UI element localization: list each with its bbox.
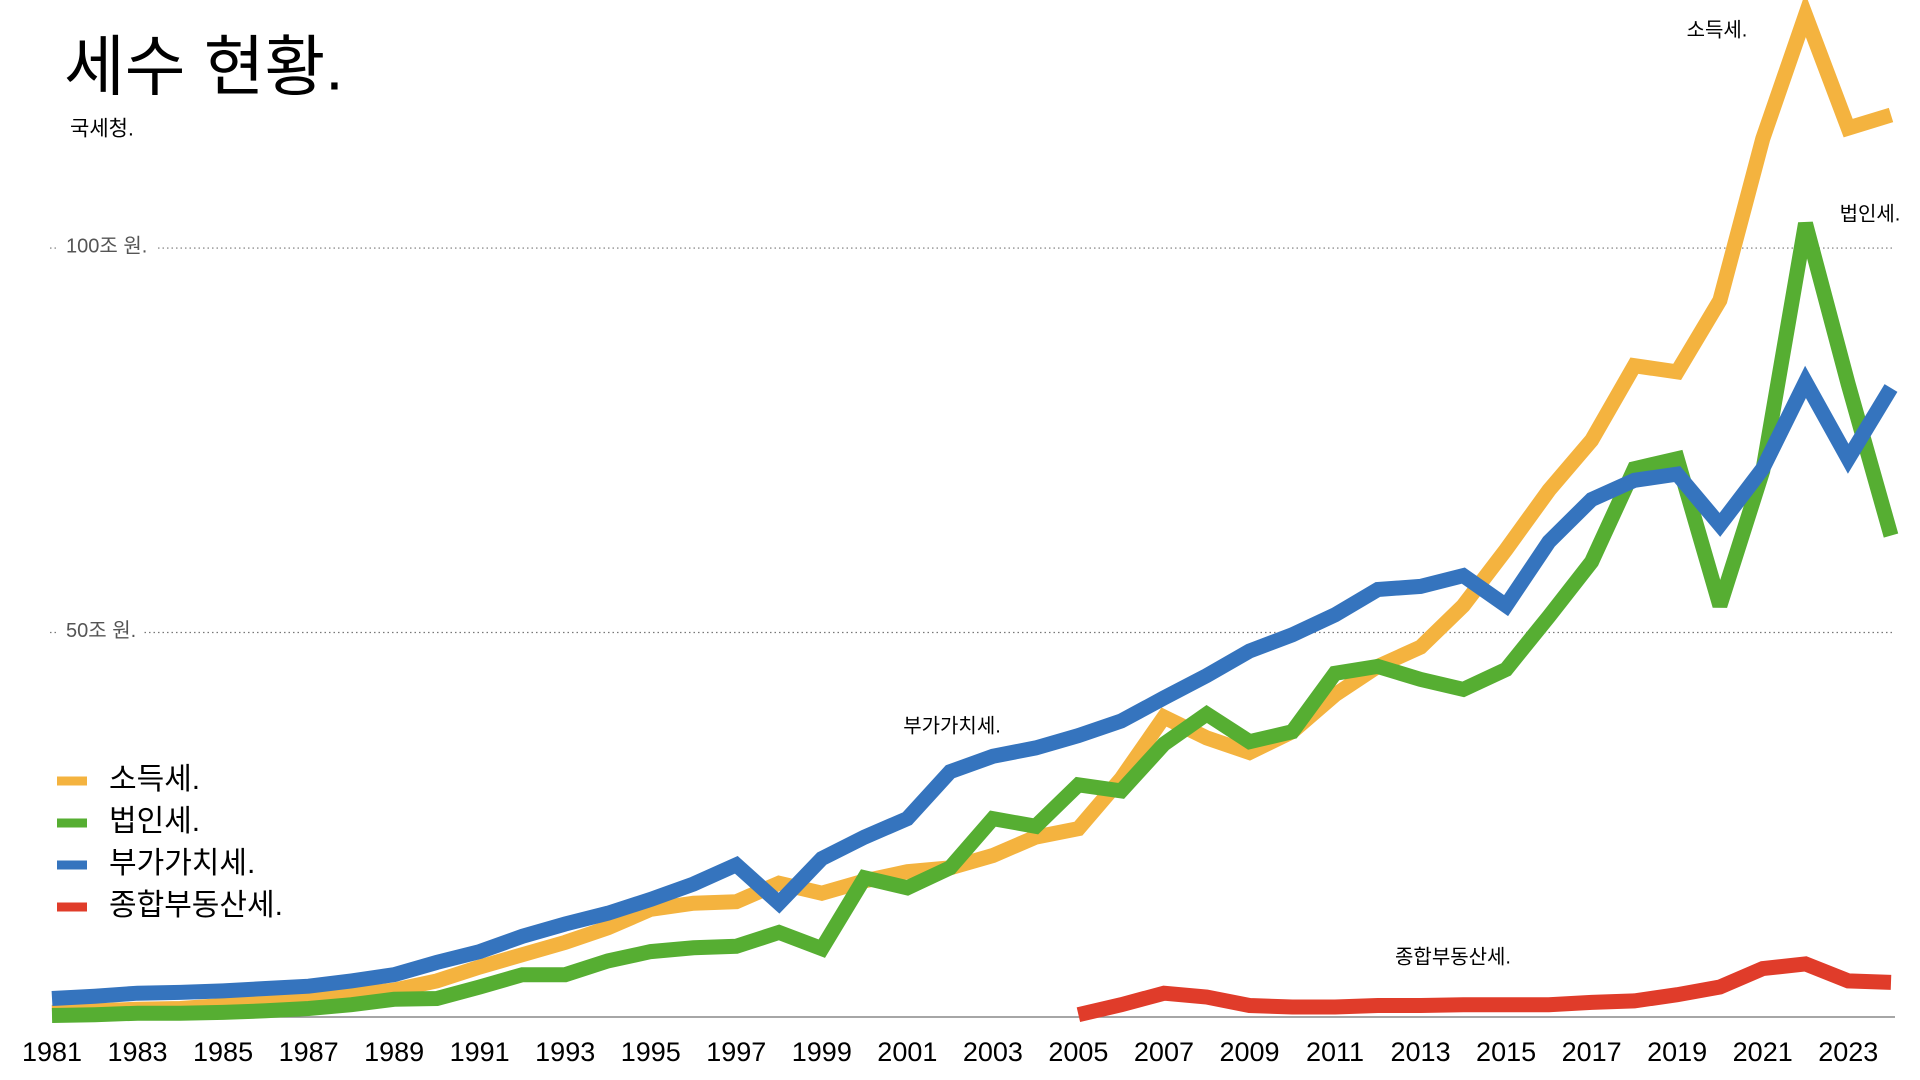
- annotation: 부가가치세.: [903, 714, 1001, 737]
- x-tick-label: 1997: [706, 1037, 766, 1067]
- y-tick-label: 100조 원.: [66, 234, 147, 257]
- chart-title: 세수 현황.: [64, 29, 344, 103]
- annotation: 종합부동산세.: [1395, 945, 1511, 968]
- y-tick-label-bg: [58, 234, 156, 258]
- legend-label: 소득세.: [109, 763, 200, 796]
- x-tick-label: 1983: [107, 1037, 167, 1067]
- x-tick-label: 2017: [1562, 1037, 1622, 1067]
- x-tick-label: 2015: [1476, 1037, 1536, 1067]
- series-line: [51, 221, 1899, 1023]
- x-tick-label: 2021: [1733, 1037, 1793, 1067]
- legend-label: 종합부동산세.: [109, 889, 283, 922]
- annotation: 소득세.: [1687, 18, 1748, 41]
- annotation: 법인세.: [1840, 202, 1901, 225]
- series-line: [51, 0, 1894, 1020]
- x-tick-label: 2013: [1391, 1037, 1451, 1067]
- x-tick-label: 1989: [364, 1037, 424, 1067]
- x-tick-label: 1985: [193, 1037, 253, 1067]
- x-tick-label: 2001: [877, 1037, 937, 1067]
- legend-label: 부가가치세.: [109, 847, 255, 880]
- x-tick-label: 2009: [1219, 1037, 1279, 1067]
- x-tick-label: 2023: [1818, 1037, 1878, 1067]
- x-tick-label: 1987: [279, 1037, 339, 1067]
- y-tick-label-bg: [58, 618, 145, 642]
- x-tick-label: 2005: [1048, 1037, 1108, 1067]
- x-tick-label: 2007: [1134, 1037, 1194, 1067]
- legend-label: 법인세.: [109, 805, 200, 838]
- y-tick-label: 50조 원.: [66, 619, 136, 642]
- series-line: [51, 365, 1898, 1006]
- x-tick-label: 1981: [22, 1037, 82, 1067]
- x-tick-label: 1993: [535, 1037, 595, 1067]
- chart-subtitle: 국세청.: [70, 118, 134, 141]
- series-line: [1076, 956, 1892, 1023]
- x-tick-label: 1995: [621, 1037, 681, 1067]
- x-tick-label: 2019: [1647, 1037, 1707, 1067]
- x-tick-label: 1991: [450, 1037, 510, 1067]
- x-tick-label: 1999: [792, 1037, 852, 1067]
- x-tick-label: 2011: [1306, 1037, 1364, 1067]
- x-tick-label: 2003: [963, 1037, 1023, 1067]
